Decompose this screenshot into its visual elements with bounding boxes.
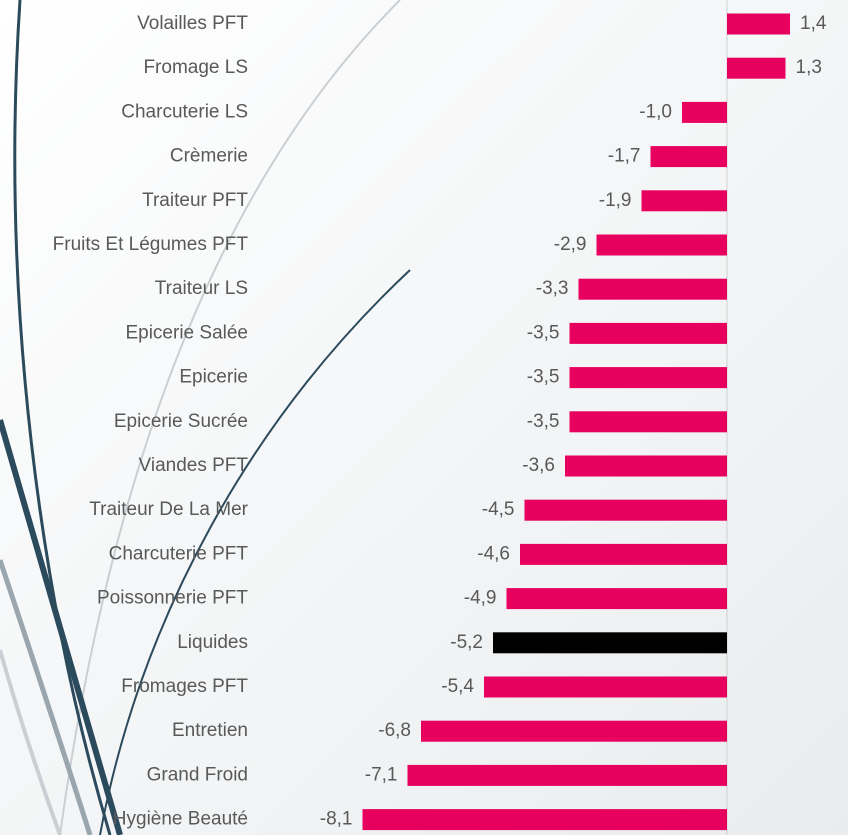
category-label: Grand Froid — [147, 764, 248, 785]
bar — [421, 721, 727, 742]
category-label: Charcuterie PFT — [109, 543, 249, 564]
category-label: Charcuterie LS — [121, 101, 248, 122]
bar — [682, 102, 727, 123]
category-label: Hygiène Beauté — [113, 809, 248, 830]
category-label: Traiteur LS — [155, 278, 248, 299]
bar — [727, 14, 790, 35]
bar — [570, 367, 728, 388]
category-label: Traiteur PFT — [142, 190, 248, 211]
bar — [507, 588, 728, 609]
category-label: Epicerie — [179, 367, 248, 388]
category-label: Epicerie Sucrée — [114, 411, 248, 432]
value-label: -2,9 — [554, 234, 587, 255]
category-label: Crèmerie — [170, 146, 248, 167]
category-label: Fromage LS — [143, 57, 248, 78]
category-label: Epicerie Salée — [125, 322, 248, 343]
value-label: -6,8 — [378, 720, 411, 741]
bar — [642, 190, 728, 211]
value-label: -8,1 — [320, 809, 353, 830]
bar — [408, 765, 728, 786]
category-label: Fromages PFT — [121, 676, 248, 697]
value-label: -7,1 — [365, 764, 398, 785]
category-label: Volailles PFT — [137, 13, 248, 34]
bar — [484, 677, 727, 698]
bar — [520, 544, 727, 565]
category-label: Poissonnerie PFT — [97, 588, 248, 609]
value-label: -1,0 — [639, 101, 672, 122]
bar — [570, 411, 728, 432]
value-label: 1,4 — [800, 13, 827, 34]
bar — [565, 456, 727, 477]
bar — [570, 323, 728, 344]
bar — [525, 500, 728, 521]
value-label: -1,9 — [599, 190, 632, 211]
value-label: -5,2 — [450, 632, 483, 653]
category-label: Liquides — [177, 632, 248, 653]
value-label: -5,4 — [441, 676, 474, 697]
bar — [727, 58, 786, 79]
chart: Volailles PFT 1,4 Fromage LS 1,3 Charcuterie… — [0, 0, 848, 835]
category-label: Fruits Et Légumes PFT — [53, 234, 249, 255]
value-label: -3,6 — [522, 455, 555, 476]
page: {"chart_data": {"type": "hbar", "categor… — [0, 0, 848, 835]
bar — [651, 146, 728, 167]
value-label: -3,5 — [527, 322, 560, 343]
category-label: Entretien — [172, 720, 248, 741]
value-label: 1,3 — [796, 57, 822, 78]
category-label: Viandes PFT — [139, 455, 249, 476]
value-label: -3,5 — [527, 411, 560, 432]
bar — [493, 632, 727, 653]
value-label: -4,9 — [464, 588, 497, 609]
bar — [579, 279, 728, 300]
bar — [597, 235, 728, 256]
value-label: -3,3 — [536, 278, 569, 299]
category-label: Traiteur De La Mer — [89, 499, 248, 520]
value-label: -4,6 — [477, 543, 510, 564]
value-label: -3,5 — [527, 367, 560, 388]
value-label: -4,5 — [482, 499, 515, 520]
value-label: -1,7 — [608, 146, 641, 167]
bar — [363, 809, 728, 830]
